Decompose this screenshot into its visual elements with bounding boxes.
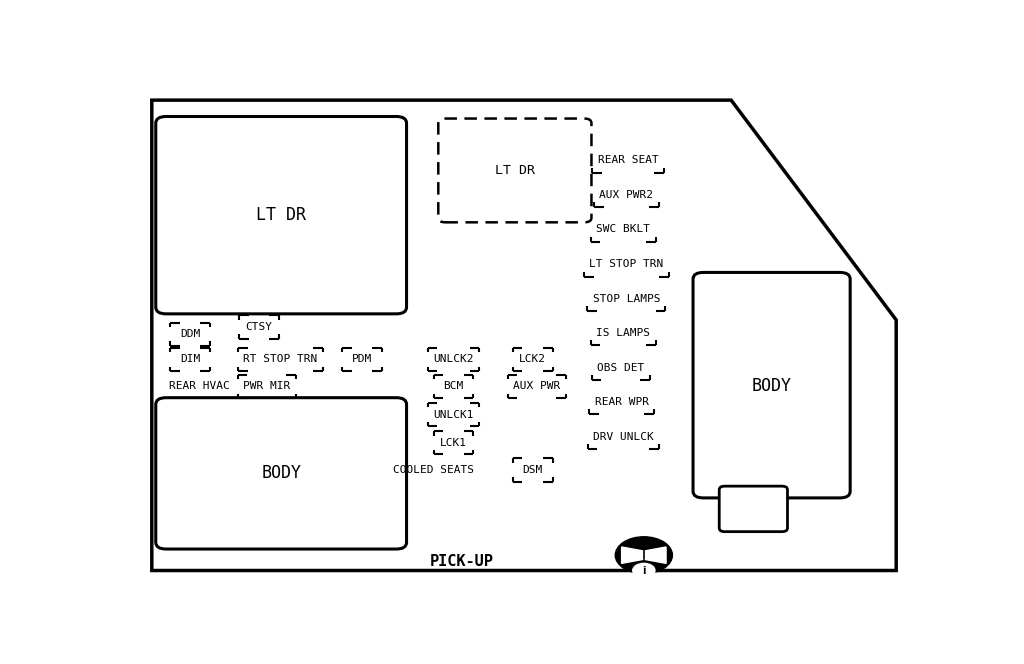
Text: BCM: BCM (443, 381, 464, 392)
FancyBboxPatch shape (438, 119, 592, 222)
FancyBboxPatch shape (693, 272, 850, 498)
Polygon shape (622, 547, 666, 563)
FancyBboxPatch shape (156, 116, 407, 314)
FancyBboxPatch shape (719, 486, 787, 532)
Polygon shape (152, 100, 896, 570)
FancyBboxPatch shape (156, 398, 407, 549)
Circle shape (615, 537, 673, 574)
Text: LT DR: LT DR (496, 164, 536, 177)
Text: LCK2: LCK2 (519, 355, 546, 365)
Text: REAR SEAT: REAR SEAT (598, 155, 658, 165)
Text: RT STOP TRN: RT STOP TRN (244, 355, 317, 365)
Text: STOP LAMPS: STOP LAMPS (593, 293, 660, 303)
Text: LT DR: LT DR (256, 206, 306, 224)
Text: BODY: BODY (261, 464, 301, 482)
Text: SWC BKLT: SWC BKLT (596, 224, 650, 234)
Text: COOLED SEATS: COOLED SEATS (393, 465, 474, 475)
Text: PICK-UP: PICK-UP (429, 554, 494, 569)
Text: UNLCK2: UNLCK2 (433, 355, 474, 365)
Text: PWR MIR: PWR MIR (244, 381, 291, 392)
Text: PDM: PDM (352, 355, 373, 365)
Text: AUX PWR: AUX PWR (513, 381, 560, 392)
Text: REAR HVAC: REAR HVAC (169, 381, 229, 392)
Text: BODY: BODY (752, 377, 792, 396)
Circle shape (633, 563, 655, 578)
Text: AUX PWR2: AUX PWR2 (599, 190, 653, 200)
Text: REAR WPR: REAR WPR (595, 397, 648, 407)
Text: UNLCK1: UNLCK1 (433, 410, 474, 420)
Text: DRV UNLCK: DRV UNLCK (593, 432, 653, 442)
Text: DSM: DSM (522, 465, 543, 475)
Text: DIM: DIM (180, 355, 200, 365)
Text: OBS DET: OBS DET (597, 363, 644, 373)
Text: CTSY: CTSY (246, 322, 272, 332)
Text: i: i (642, 566, 645, 576)
Text: DDM: DDM (180, 329, 200, 339)
Text: IS LAMPS: IS LAMPS (596, 328, 650, 338)
Text: LT STOP TRN: LT STOP TRN (589, 259, 664, 270)
Text: LCK1: LCK1 (440, 438, 467, 448)
